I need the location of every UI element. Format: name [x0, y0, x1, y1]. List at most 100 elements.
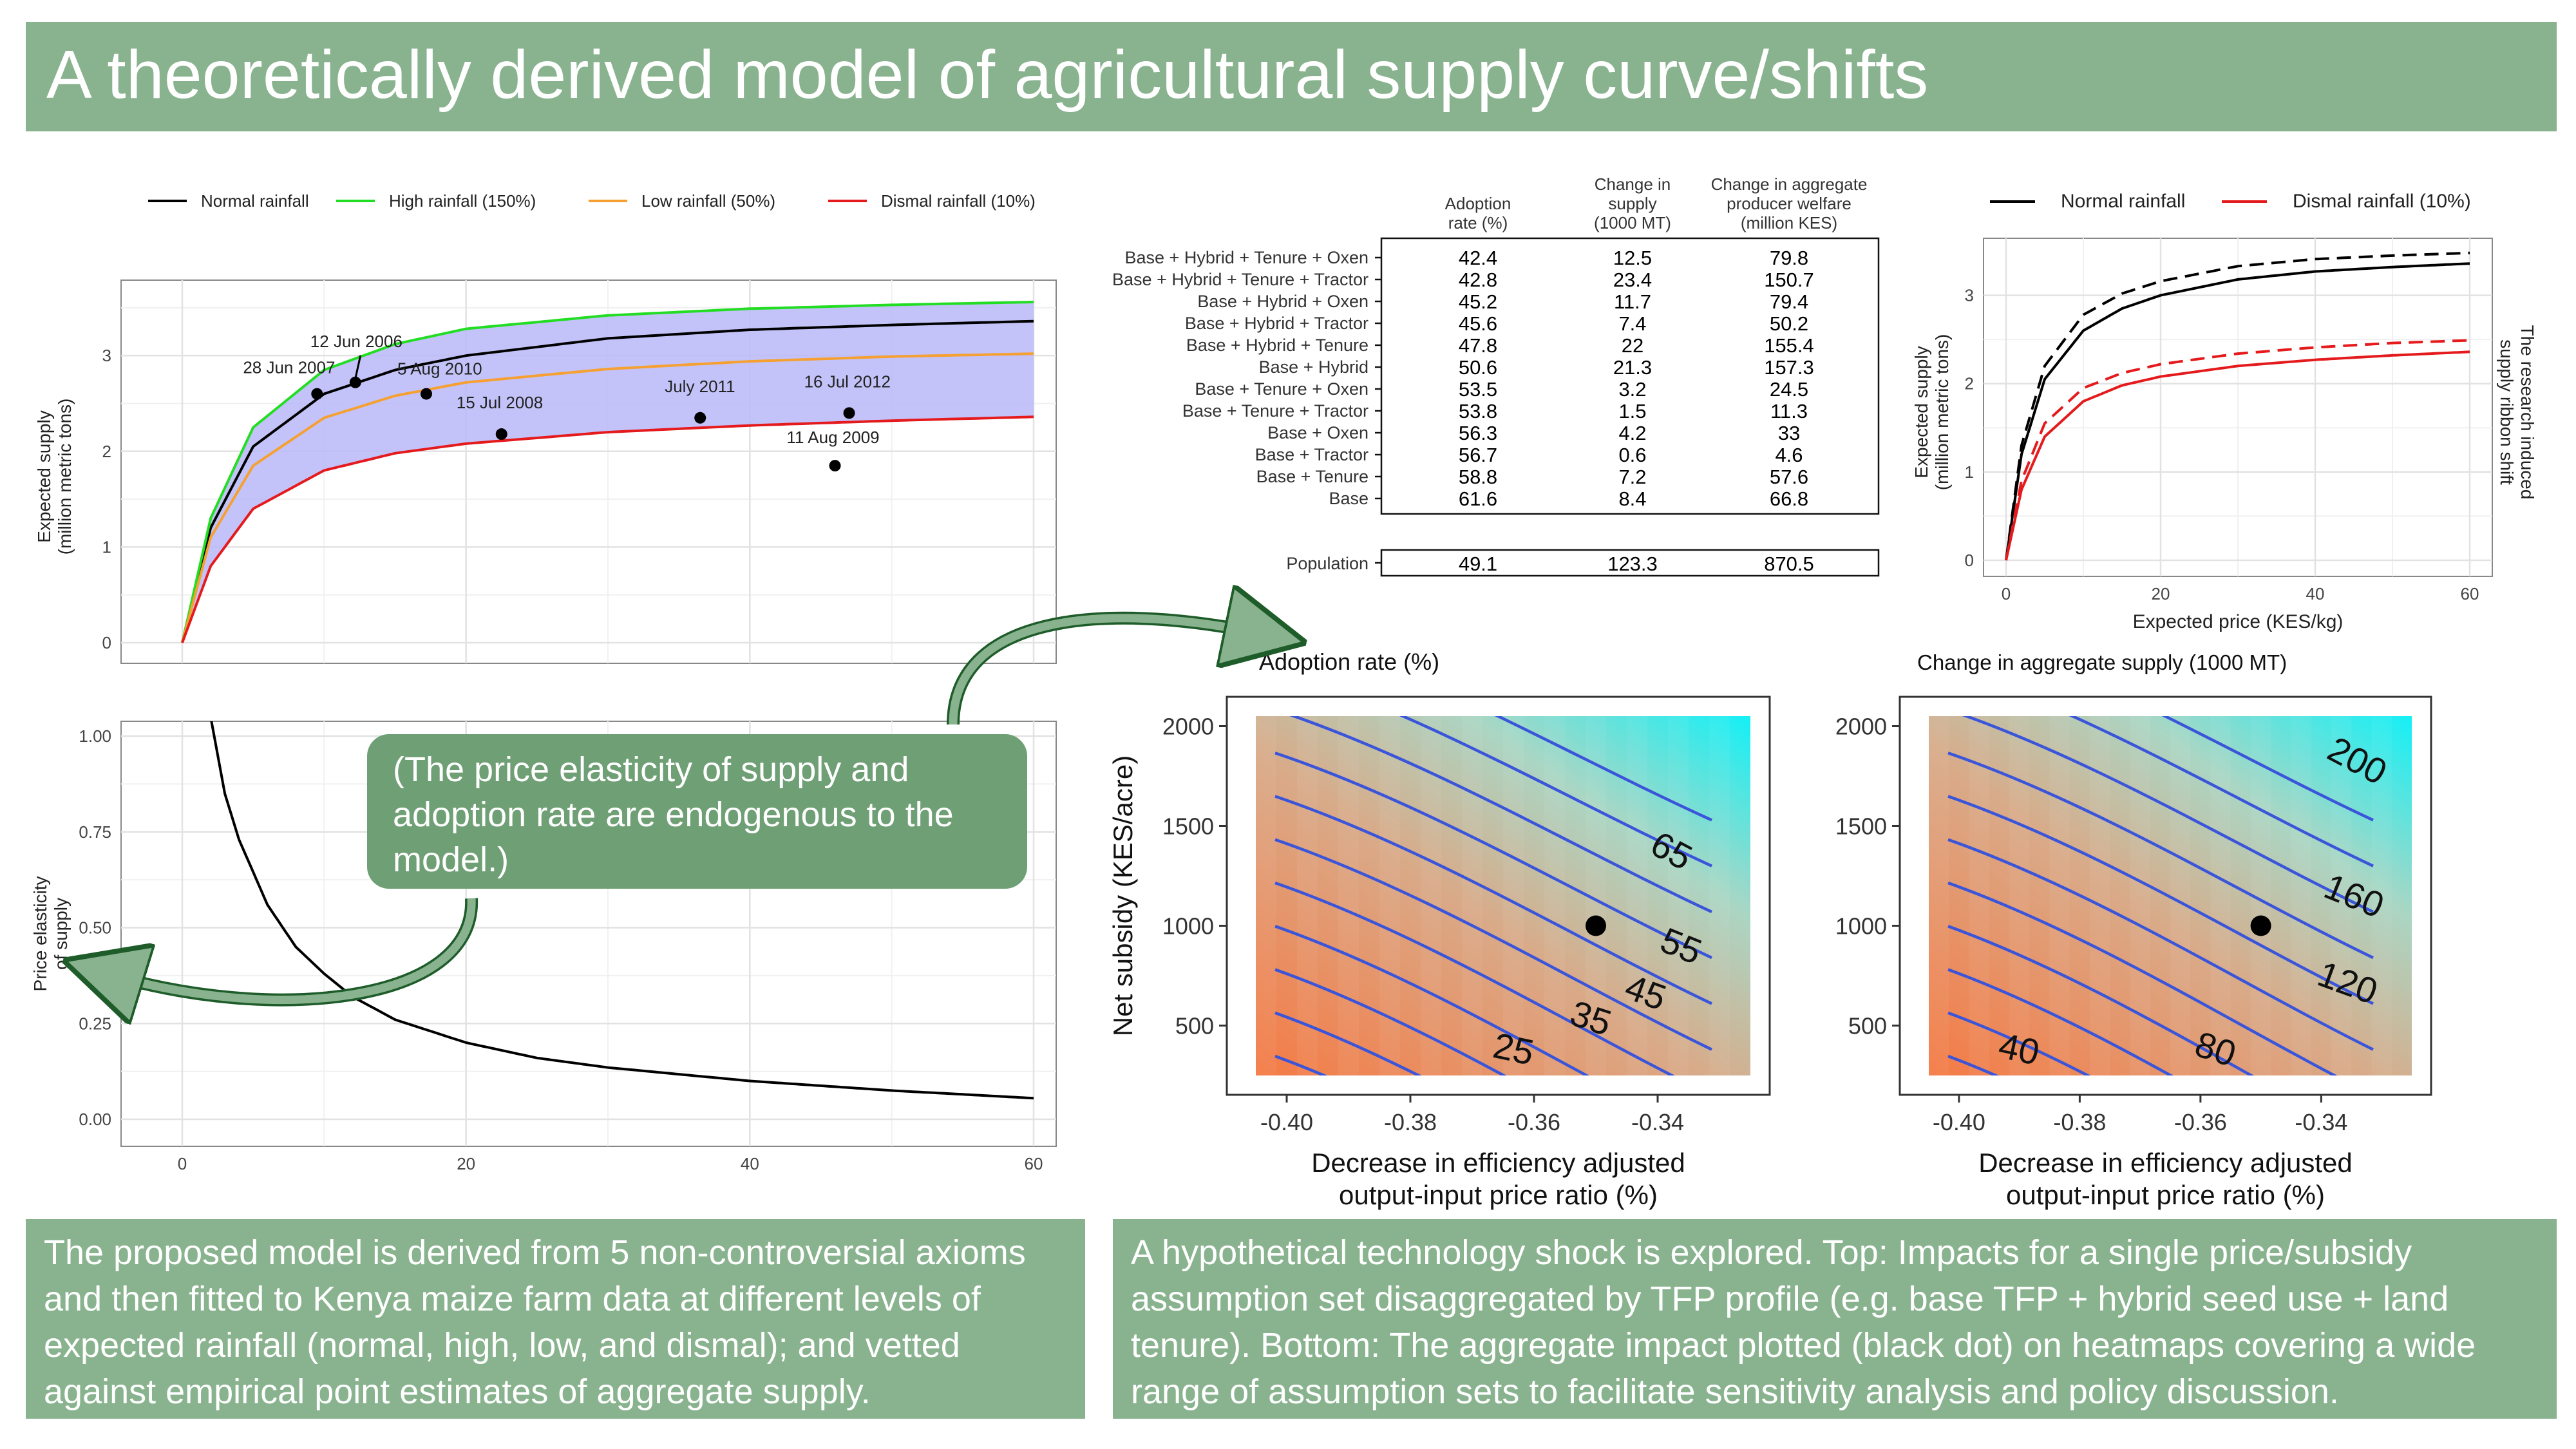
table-cell: 8.4 — [1618, 488, 1646, 510]
y-tick-label: 0.75 — [79, 822, 111, 842]
heat-band — [2130, 716, 2150, 1075]
y-tick-label: 1500 — [1835, 813, 1887, 840]
table-cell: 45.2 — [1459, 290, 1497, 313]
table-cell: 870.5 — [1764, 553, 1814, 575]
x-tick-label: 0 — [178, 1154, 187, 1173]
y-axis-label: Expected supply — [34, 410, 54, 542]
y-tick-label: 1 — [1965, 462, 1974, 482]
data-point — [420, 388, 432, 400]
supply-curves-chart: 0 1 2 3 Normal rainfall High rainfall (150%) L… — [34, 191, 1057, 664]
row-label: Base — [1329, 489, 1368, 508]
table-cell: 150.7 — [1764, 269, 1814, 291]
table-cell: 23.4 — [1613, 269, 1652, 291]
x-tick-label: 0 — [2002, 584, 2011, 603]
series-line — [2005, 251, 2470, 561]
population-label: Population — [1286, 554, 1368, 573]
table-cell: 61.6 — [1459, 488, 1497, 510]
contour-line — [1289, 716, 1712, 914]
heat-band — [2210, 716, 2231, 1075]
y-tick-label: 3 — [1965, 286, 1974, 305]
heat-band — [1709, 716, 1730, 1075]
row-label: Base + Hybrid — [1259, 357, 1368, 377]
contour-line — [1947, 1011, 2091, 1075]
y-tick-label: 500 — [1175, 1013, 1214, 1039]
x-tick-label: -0.38 — [2053, 1109, 2106, 1135]
table-cell: 79.4 — [1770, 290, 1808, 313]
heat-band — [1256, 716, 1276, 1075]
point-label: 15 Jul 2008 — [457, 393, 543, 412]
contour-line — [1274, 925, 1590, 1075]
y-tick-label: 1 — [102, 537, 111, 556]
scenario-point — [2250, 915, 2271, 936]
table-cell: 4.6 — [1775, 444, 1803, 466]
contour-line — [2069, 716, 2374, 867]
column-header: supply — [1608, 194, 1656, 213]
table-frame — [1380, 237, 1880, 515]
contour-line — [2161, 716, 2374, 822]
y-tick-label: 0 — [1965, 551, 1974, 570]
table-cell: 24.5 — [1770, 378, 1808, 401]
legend-label: Normal rainfall — [2061, 191, 2185, 212]
table-cell: 53.8 — [1459, 400, 1497, 422]
contour-line — [1962, 716, 2374, 913]
table-cell: 157.3 — [1764, 356, 1814, 379]
table-cell: 58.8 — [1459, 466, 1497, 488]
table-cell: 7.2 — [1618, 466, 1646, 488]
table-cell: 57.6 — [1770, 466, 1808, 488]
contour-label: 40 — [1995, 1025, 2043, 1073]
legend-label: Normal rainfall — [201, 191, 309, 211]
table-cell: 155.4 — [1764, 334, 1814, 357]
contour-line — [1274, 881, 1676, 1075]
data-point — [829, 460, 841, 472]
table-cell: 3.2 — [1618, 378, 1646, 401]
heatmap-title: Change in aggregate supply (1000 MT) — [1917, 650, 2287, 674]
heat-band — [2291, 716, 2311, 1075]
table-cell: 1.5 — [1618, 400, 1646, 422]
x-tick-label: 40 — [2306, 584, 2325, 603]
heat-band — [1544, 716, 1565, 1075]
table-cell: 56.3 — [1459, 422, 1497, 444]
heat-band — [1462, 716, 1482, 1075]
table-cell: 42.8 — [1459, 269, 1497, 291]
heat-band — [1627, 716, 1647, 1075]
x-tick-label: -0.34 — [2295, 1109, 2347, 1135]
y-tick-label: 2000 — [1162, 714, 1214, 740]
row-label: Base + Hybrid + Tenure + Tractor — [1112, 270, 1368, 289]
ribbon-shift-label: supply ribbon shift — [2497, 339, 2517, 485]
scenario-point — [1586, 915, 1606, 936]
y-tick-label: 3 — [102, 346, 111, 365]
table-cell: 7.4 — [1618, 312, 1646, 335]
column-header: Change in aggregate — [1711, 175, 1868, 194]
table-cell: 0.6 — [1618, 444, 1646, 466]
row-label: Base + Hybrid + Tenure — [1186, 336, 1368, 355]
table-cell: 50.2 — [1770, 312, 1808, 335]
y-tick-label: 2 — [1965, 374, 1974, 393]
x-tick-label: -0.36 — [2174, 1109, 2227, 1135]
table-cell: 12.5 — [1613, 247, 1652, 269]
legend-label: Low rainfall (50%) — [641, 191, 775, 211]
data-point — [843, 407, 855, 419]
x-tick-label: -0.38 — [1384, 1109, 1437, 1135]
y-tick-label: 500 — [1848, 1013, 1887, 1039]
x-axis-label: output-input price ratio (%) — [1339, 1180, 1658, 1210]
contour-line — [1947, 925, 2255, 1075]
point-label: 12 Jun 2006 — [310, 332, 402, 351]
title-banner: A theoretically derived model of agricul… — [26, 22, 2557, 131]
series-line — [2005, 339, 2470, 561]
y-tick-label: 1000 — [1835, 913, 1887, 940]
table-cell: 49.1 — [1459, 553, 1497, 575]
heat-band — [2170, 716, 2191, 1075]
y-tick-label: 2000 — [1835, 714, 1887, 740]
page-title: A theoretically derived model of agricul… — [46, 37, 1929, 113]
series-line — [181, 352, 1034, 643]
legend-label: High rainfall (150%) — [389, 191, 536, 211]
series-line — [181, 300, 1034, 643]
y-axis-label: Net subsidy (KES/acre) — [1108, 755, 1138, 1037]
table-cell: 45.6 — [1459, 312, 1497, 335]
column-header: (million KES) — [1741, 213, 1837, 232]
table-cell: 4.2 — [1618, 422, 1646, 444]
x-axis-label: Decrease in efficiency adjusted — [1978, 1148, 2353, 1178]
y-tick-label: 1000 — [1162, 913, 1214, 940]
